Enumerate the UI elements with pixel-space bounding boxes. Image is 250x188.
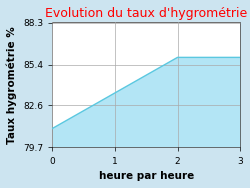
Title: Evolution du taux d'hygrométrie: Evolution du taux d'hygrométrie	[45, 7, 247, 20]
X-axis label: heure par heure: heure par heure	[98, 171, 194, 181]
Y-axis label: Taux hygrométrie %: Taux hygrométrie %	[7, 26, 18, 144]
